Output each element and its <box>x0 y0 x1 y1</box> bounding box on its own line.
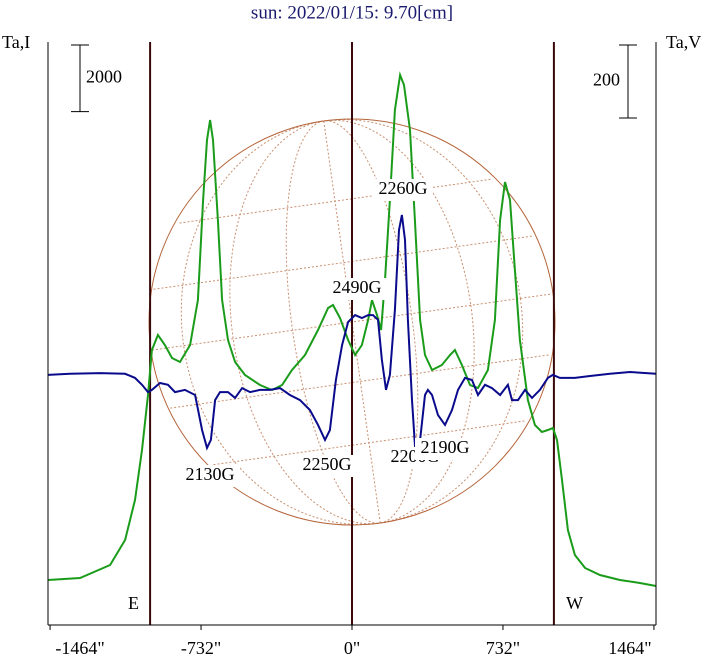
x-tick-label: -1464" <box>55 638 104 658</box>
x-tick-label: -732" <box>181 638 221 658</box>
x-tick-label: 1464" <box>608 638 651 658</box>
annotation-bg <box>373 179 433 201</box>
limb-label: W <box>566 593 583 613</box>
annotation-bg <box>297 455 357 477</box>
y-axis-label: Ta,I <box>2 32 30 52</box>
annotation-bg <box>180 465 240 487</box>
annotation: 2260G <box>379 178 428 198</box>
scale-bar-label: 2000 <box>86 66 122 86</box>
annotation-bg <box>327 278 387 300</box>
scale-bar-label: 200 <box>593 70 620 90</box>
series-line <box>47 214 657 461</box>
annotation-bg <box>415 438 475 460</box>
parallel <box>179 178 491 224</box>
parallel <box>153 235 534 290</box>
limb-label: E <box>128 593 139 613</box>
y2-axis-label: Ta,V <box>666 32 701 52</box>
x-tick-label: 732" <box>486 638 520 658</box>
parallel <box>213 420 525 466</box>
chart-title: sun: 2022/01/15: 9.70[cm] <box>251 2 453 23</box>
annotation: 2130G <box>186 464 235 484</box>
parallel <box>170 354 551 409</box>
x-tick-label: 0" <box>344 638 360 658</box>
annotation: 2250G <box>303 454 352 474</box>
annotation: 2490G <box>333 277 382 297</box>
annotation: 2190G <box>421 437 470 457</box>
